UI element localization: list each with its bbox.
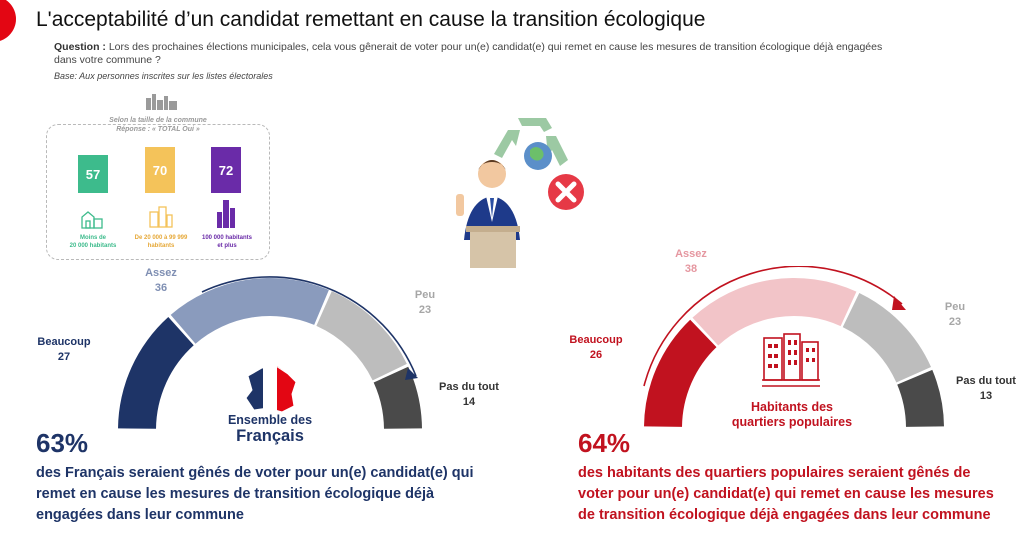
- gauge1-description: des Français seraient gênés de voter pou…: [36, 465, 474, 523]
- commune-label-medium-2: habitants: [147, 243, 175, 249]
- gauge1-label-beaucoup: Beaucoup 27: [32, 335, 96, 365]
- base-note: Base: Aux personnes inscrites sur les li…: [54, 71, 273, 81]
- gauge-segment-assez: [170, 278, 329, 344]
- gauge1-label-peu: Peu 23: [398, 288, 452, 318]
- gauge1-center-label: Ensemble des Français: [210, 413, 330, 446]
- commune-bar-large: 72: [211, 147, 241, 193]
- gauge2-description: des habitants des quartiers populaires s…: [578, 465, 994, 523]
- commune-label-small-1: Moins de: [79, 235, 106, 241]
- commune-label-small-2: 20 000 habitants: [69, 243, 117, 249]
- gauge2-title-line1: Habitants des: [751, 400, 833, 414]
- gauge-chart-francais: [118, 276, 422, 429]
- commune-value-large: 72: [218, 162, 234, 178]
- gauge1-assez-value: 36: [154, 282, 168, 294]
- mid-town-icon: [149, 206, 173, 228]
- gauge-chart-quartiers: [643, 266, 944, 427]
- gauge2-center-label: Habitants des quartiers populaires: [722, 400, 862, 430]
- gauge2-assez-name: Assez: [675, 248, 707, 260]
- candidate-illustration: [456, 118, 584, 268]
- gauge1-title-line1: Ensemble des: [227, 413, 313, 427]
- gauge1-title-line2: Français: [236, 427, 304, 445]
- big-city-icon: [217, 200, 235, 228]
- gauge-segment-assez: [692, 278, 857, 346]
- gauge-segment-peu: [316, 291, 407, 381]
- gauge1-pasdutout-value: 14: [462, 396, 476, 408]
- gauge-segment-beaucoup: [644, 319, 717, 427]
- commune-label-large-1: 100 000 habitants: [201, 235, 253, 241]
- gauge1-total: 63%: [36, 428, 89, 458]
- gauge1-label-pasdutout: Pas du tout 14: [432, 380, 506, 410]
- gauge2-peu-name: Peu: [944, 301, 966, 313]
- gauge-segment-pas-du-tout: [373, 366, 422, 429]
- commune-value-medium: 70: [152, 162, 168, 178]
- commune-panel-title-line1: Selon la taille de la commune: [109, 117, 207, 124]
- gauge2-assez-value: 38: [684, 263, 698, 275]
- recycle-arrows-icon: [494, 118, 568, 166]
- gauge-segment-beaucoup: [118, 317, 194, 429]
- commune-label-large-2: et plus: [217, 243, 237, 249]
- commune-label-medium: De 20 000 à 99 999 habitants: [126, 234, 196, 250]
- gauge2-pasdutout-value: 13: [979, 390, 993, 402]
- commune-label-small: Moins de 20 000 habitants: [62, 234, 124, 250]
- gauge2-beaucoup-value: 26: [589, 349, 603, 361]
- commune-panel-title: Selon la taille de la commune Réponse : …: [46, 116, 270, 134]
- gauge2-pasdutout-name: Pas du tout: [956, 375, 1016, 387]
- gauge2-label-beaucoup: Beaucoup 26: [564, 333, 628, 363]
- gauge2-peu-value: 23: [948, 316, 962, 328]
- commune-bar-small: 57: [78, 155, 108, 193]
- gauge1-beaucoup-name: Beaucoup: [37, 336, 91, 348]
- gauge2-beaucoup-name: Beaucoup: [569, 334, 623, 346]
- commune-value-small: 57: [85, 166, 101, 182]
- gauge1-label-assez: Assez 36: [126, 266, 196, 296]
- gauge2-title-line2: quartiers populaires: [731, 415, 853, 429]
- gauge1-pasdutout-name: Pas du tout: [439, 381, 499, 393]
- gauge-segment-peu: [842, 292, 932, 383]
- question-label: Question :: [54, 41, 106, 53]
- page-title: L'acceptabilité d’un candidat remettant …: [36, 8, 706, 31]
- gauge2-label-peu: Peu 23: [928, 300, 982, 330]
- gauge2-label-assez: Assez 38: [660, 247, 722, 277]
- commune-label-medium-1: De 20 000 à 99 999: [134, 235, 188, 241]
- apartment-buildings-icon: [762, 333, 820, 387]
- commune-bar-medium: 70: [145, 147, 175, 193]
- gauge2-total: 64%: [578, 428, 631, 458]
- france-flag-map-icon: [245, 364, 297, 414]
- small-town-icon: [81, 211, 103, 229]
- question-body: Lors des prochaines élections municipale…: [54, 41, 883, 66]
- gauge2-label-pasdutout: Pas du tout 13: [950, 374, 1022, 404]
- gauge1-assez-name: Assez: [145, 267, 177, 279]
- gauge1-peu-name: Peu: [414, 289, 436, 301]
- commune-size-panel: [46, 124, 270, 260]
- gauge1-peu-value: 23: [418, 304, 432, 316]
- brand-corner-mark: [0, 0, 16, 42]
- skyline-icon: [146, 94, 177, 110]
- gauge-segment-pas-du-tout: [897, 369, 944, 427]
- question-text: Question : Lors des prochaines élections…: [54, 41, 894, 67]
- gauge1-beaucoup-value: 27: [57, 351, 71, 363]
- commune-panel-title-line2: Réponse : « TOTAL Oui »: [116, 126, 200, 133]
- commune-label-large: 100 000 habitants et plus: [196, 234, 258, 250]
